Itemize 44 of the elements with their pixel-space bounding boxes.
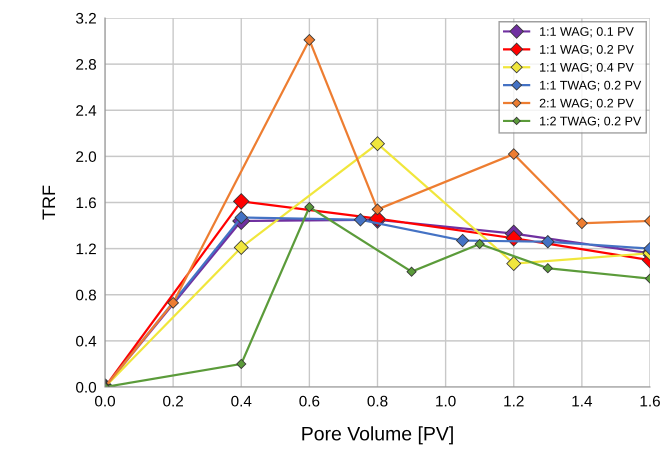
- y-tick-label: 0.0: [76, 382, 96, 393]
- x-tick-label: 0.0: [94, 396, 116, 407]
- y-tick-label: 2.0: [76, 151, 96, 162]
- y-tick-label: 2.4: [76, 105, 96, 116]
- y-tick-label: 0.8: [76, 290, 96, 300]
- point: [236, 358, 246, 369]
- x-tick-label: 1.0: [436, 396, 456, 407]
- point: [233, 193, 250, 210]
- y-tick-label: 3.2: [76, 12, 96, 24]
- point: [576, 217, 588, 230]
- legend-label: 1:1 WAG; 0.4 PV: [540, 62, 634, 74]
- x-tick-label: 1.2: [504, 396, 524, 406]
- point: [167, 297, 179, 309]
- point: [370, 136, 385, 152]
- legend-label: 2:1 WAG; 0.2 PV: [540, 98, 634, 110]
- point: [234, 240, 249, 255]
- point: [354, 213, 368, 226]
- y-tick-label: 0.4: [76, 336, 96, 347]
- point: [456, 234, 470, 248]
- point: [474, 238, 485, 250]
- x-tick-label: 0.6: [299, 396, 320, 407]
- x-tick-label: 1.4: [572, 396, 592, 406]
- y-tick-label: 2.8: [76, 58, 96, 70]
- y-axis-title: TRF: [42, 186, 56, 220]
- point: [372, 204, 384, 216]
- x-tick-label: 0.2: [163, 396, 183, 407]
- point: [541, 235, 554, 248]
- x-tick-label: 1.6: [640, 396, 660, 407]
- y-tick-label: 1.6: [76, 197, 96, 208]
- legend-label: 1:2 TWAG; 0.2 PV: [540, 116, 642, 127]
- point: [304, 202, 314, 212]
- x-tick-label: 0.4: [231, 396, 252, 407]
- x-tick-label: 0.8: [367, 396, 388, 407]
- point: [234, 210, 248, 224]
- point: [508, 148, 520, 160]
- point: [304, 34, 316, 46]
- legend-label: 1:1 WAG; 0.2 PV: [540, 44, 634, 56]
- point: [542, 263, 553, 274]
- legend-label: 1:1 WAG; 0.1 PV: [540, 27, 634, 38]
- y-tick-label: 1.2: [76, 243, 96, 254]
- point: [506, 256, 522, 272]
- point: [406, 266, 417, 277]
- x-axis-title: Pore Volume [PV]: [302, 426, 453, 444]
- legend-label: 1:1 TWAG; 0.2 PV: [540, 80, 642, 92]
